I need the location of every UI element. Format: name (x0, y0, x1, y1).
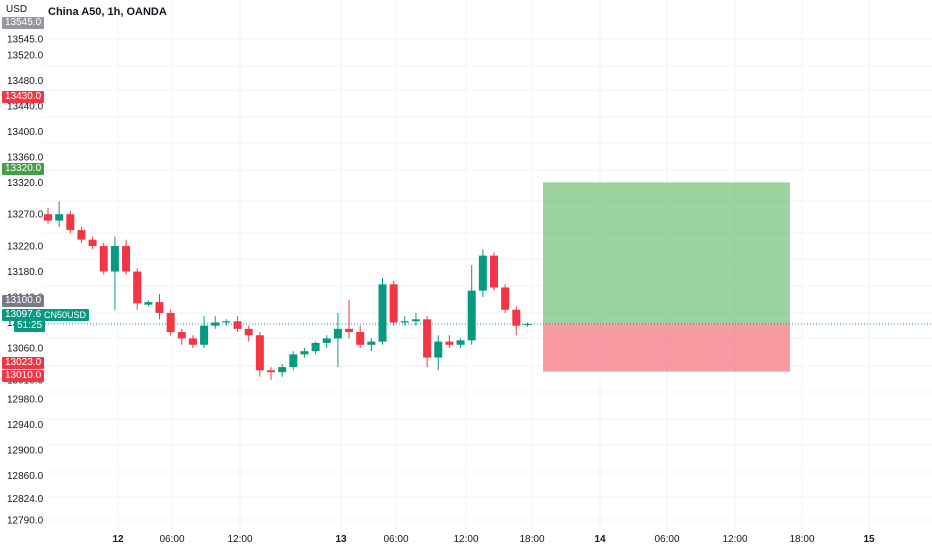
y-tick-label: 13545.0 (7, 35, 44, 46)
y-tick-label: 13480.0 (7, 76, 44, 87)
low-price-tag-2: 13010.0 (2, 370, 45, 382)
candle-body (99, 246, 108, 272)
x-tick-label: 12:00 (227, 534, 252, 545)
candle-body (144, 302, 153, 305)
x-tick-label: 18:00 (519, 534, 544, 545)
candle-body (311, 342, 320, 352)
target-price-tag: 13320.0 (2, 163, 45, 175)
x-tick-label: 06:00 (159, 534, 184, 545)
candle-body (188, 338, 197, 345)
current-price-tag: 13097.6 (2, 309, 45, 321)
candle-body (411, 319, 420, 322)
x-tick-label: 18:00 (789, 534, 814, 545)
candle-body (456, 340, 465, 345)
candle-body (278, 367, 287, 373)
candle-body (300, 351, 309, 355)
y-tick-label: 13320.0 (7, 178, 44, 189)
candle-body (356, 332, 365, 345)
candle-body (512, 309, 521, 326)
candle-body (467, 290, 476, 341)
x-tick-label: 14 (594, 534, 606, 545)
candle-body (88, 239, 97, 247)
candle-body (255, 335, 264, 371)
stop-zone (543, 324, 790, 372)
y-tick-label: 12824.0 (7, 494, 44, 505)
x-tick-label: 12 (112, 534, 124, 545)
candle-body (378, 284, 387, 342)
candle-body (55, 214, 64, 221)
candle-body (155, 302, 164, 313)
symbol-tag: CN50USD (41, 309, 90, 321)
y-tick-label: 13360.0 (7, 152, 44, 163)
candle-body (233, 321, 242, 329)
y-tick-label: 12790.0 (7, 516, 44, 527)
y-tick-label: 13180.0 (7, 267, 44, 278)
candle-body (211, 322, 220, 326)
candle-body (523, 324, 532, 326)
candle-body (333, 328, 342, 339)
y-tick-label: 12900.0 (7, 445, 44, 456)
top-price-tag: 13545.0 (2, 17, 45, 29)
entry-price-tag: 13100.0 (2, 295, 45, 307)
candle-body (122, 246, 131, 272)
candle-body (445, 341, 454, 345)
stop-loss-price-tag: 13430.0 (2, 91, 45, 103)
y-tick-label: 13400.0 (7, 127, 44, 138)
candle-body (490, 255, 498, 288)
candle-body (200, 325, 209, 345)
x-tick-label: 12:00 (722, 534, 747, 545)
candle-body (345, 328, 354, 333)
candle-body (77, 230, 86, 240)
currency-label: USD (6, 4, 28, 15)
x-tick-label: 06:00 (383, 534, 408, 545)
x-tick-label: 15 (863, 534, 875, 545)
target-zone (543, 182, 790, 325)
candle-body (389, 284, 398, 323)
y-tick-label: 13270.0 (7, 210, 44, 221)
candle-body (244, 328, 253, 336)
y-tick-label: 13520.0 (7, 50, 44, 61)
candle-body (400, 321, 409, 323)
candle-body (322, 338, 331, 343)
candle-body (133, 271, 142, 304)
countdown-tag: 51:25 (14, 320, 46, 332)
candle-body (267, 370, 275, 373)
y-tick-label: 13220.0 (7, 242, 44, 253)
candle-body (289, 354, 298, 368)
candle-body (166, 312, 175, 333)
candle-body (501, 287, 510, 310)
low-price-tag-1: 13023.0 (2, 357, 45, 369)
candle-body (478, 255, 487, 291)
x-tick-label: 12:00 (453, 534, 478, 545)
y-tick-label: 12940.0 (7, 420, 44, 431)
candle-body (110, 246, 119, 272)
candle-body (423, 319, 432, 358)
y-tick-label: 12980.0 (7, 394, 44, 405)
x-tick-label: 13 (335, 534, 347, 545)
y-tick-label: 13060.0 (7, 343, 44, 354)
candle-body (44, 214, 52, 221)
candle-body (367, 341, 376, 345)
chart-title: China A50, 1h, OANDA (48, 6, 167, 18)
candle-body (66, 214, 75, 231)
candle-body (222, 321, 231, 323)
y-tick-label: 12860.0 (7, 471, 44, 482)
y-tick-label: 13440.0 (7, 101, 44, 112)
candle-body (434, 341, 443, 358)
x-tick-label: 06:00 (654, 534, 679, 545)
candle-body (177, 332, 186, 339)
